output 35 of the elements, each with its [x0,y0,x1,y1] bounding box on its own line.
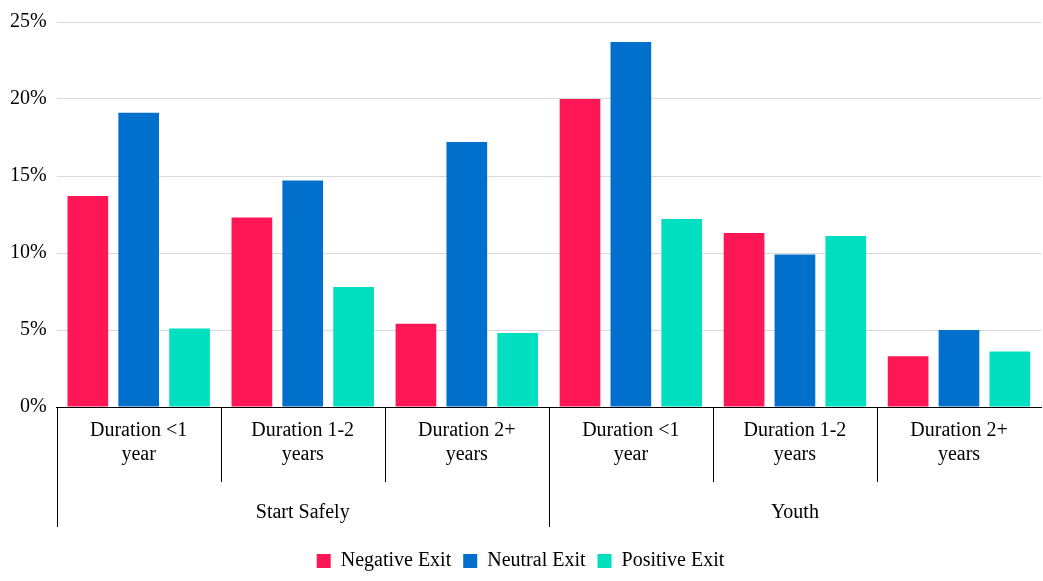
legend-label: Negative Exit [340,548,452,572]
bar [610,42,652,407]
y-tick-label: 5% [19,317,47,340]
bar [395,323,437,407]
bar [446,142,488,407]
bar [333,286,374,407]
legend-label: Positive Exit [621,548,725,571]
bar [774,254,816,407]
x-tick-label: Duration <1 year [90,418,188,466]
bar [559,99,601,407]
bar [169,328,210,407]
bar [989,351,1031,407]
y-tick-label: 25% [9,9,47,32]
bar [231,217,273,407]
y-tick-label: 15% [9,163,47,186]
bar [938,330,980,407]
bar [825,236,867,407]
bar [661,219,703,407]
y-tick-label: 0% [19,394,47,417]
x-tick-label: Duration <1 year [582,418,680,466]
x-tick-label: Duration 2+ years [418,418,516,466]
bar [118,112,160,407]
bar [67,196,109,407]
x-tick-label: Duration 1-2 years [743,418,847,466]
legend-label: Neutral Exit [487,548,586,571]
y-tick-label: 20% [9,86,47,109]
text: Youth [770,500,819,523]
x-tick-label: Duration 2+ years [910,418,1008,466]
bar [723,232,765,407]
text: Start Safely [255,500,350,524]
bar [887,356,929,407]
x-tick-label: Duration 1-2 years [251,418,355,466]
bar [497,333,538,407]
bar [282,180,324,407]
y-tick-label: 10% [9,240,47,263]
